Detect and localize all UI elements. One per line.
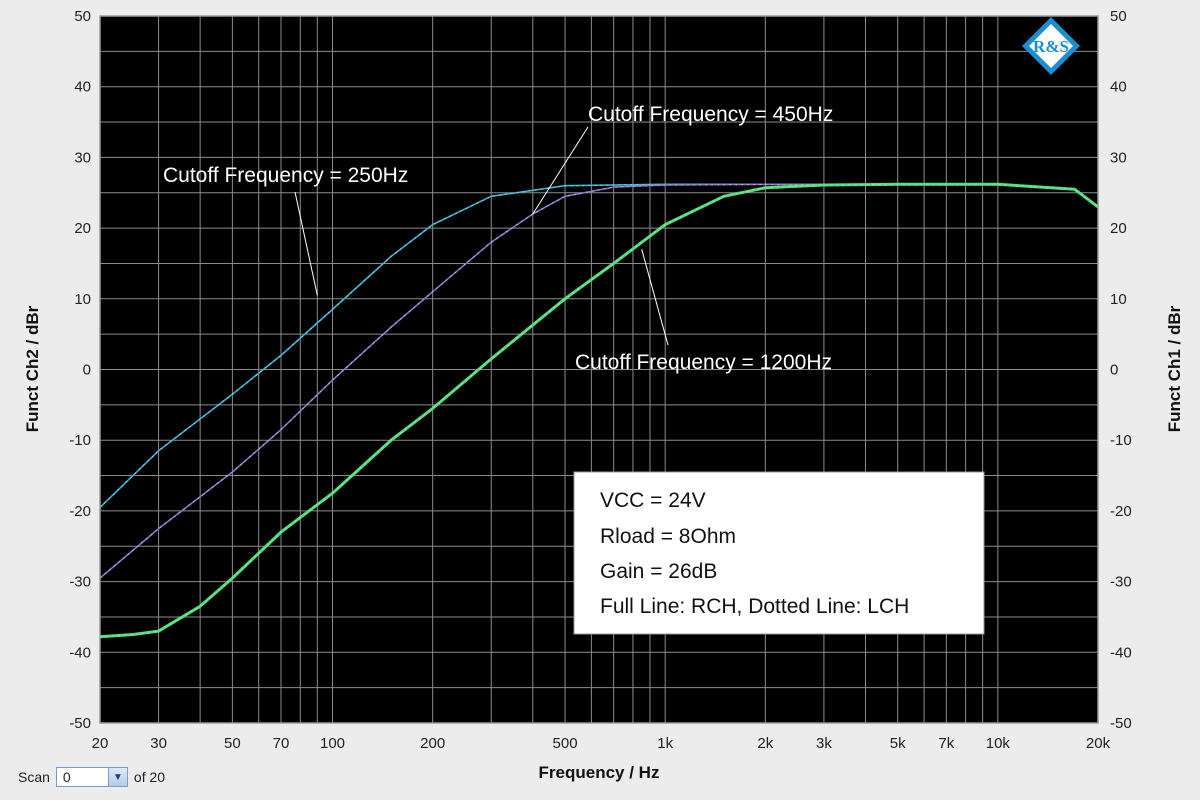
y-tick-label-left: 40 (74, 79, 91, 96)
annotation-leader-line (294, 191, 318, 296)
y-tick-label-left: 50 (74, 8, 91, 25)
x-axis-title: Frequency / Hz (539, 763, 660, 782)
y-tick-label-right: 20 (1110, 220, 1127, 237)
y-axis-title-right: Funct Ch1 / dBr (1165, 305, 1184, 432)
legend-line-4: Full Line: RCH, Dotted Line: LCH (600, 595, 909, 618)
x-tick-label: 20k (1086, 735, 1111, 752)
x-tick-label: 20 (92, 735, 109, 752)
info-legend-box: VCC = 24V Rload = 8Ohm Gain = 26dB Full … (573, 471, 985, 635)
y-tick-label-left: 10 (74, 291, 91, 308)
x-tick-label: 2k (757, 735, 773, 752)
y-tick-label-left: -10 (69, 432, 91, 449)
y-tick-label-left: -40 (69, 644, 91, 661)
y-tick-label-left: 20 (74, 220, 91, 237)
y-tick-label-right: 0 (1110, 362, 1118, 379)
series-line-lch (99, 183, 1099, 638)
rohde-schwarz-logo: R&S (1022, 17, 1080, 75)
cutoff-annotation-label: Cutoff Frequency = 450Hz (588, 103, 833, 126)
y-tick-label-right: 10 (1110, 291, 1127, 308)
scan-label: Scan (18, 769, 50, 785)
y-tick-label-left: 30 (74, 149, 91, 166)
cutoff-annotation-label: Cutoff Frequency = 1200Hz (575, 351, 832, 374)
x-tick-label: 30 (150, 735, 167, 752)
y-tick-label-right: -10 (1110, 432, 1132, 449)
x-tick-label: 70 (273, 735, 290, 752)
legend-line-3: Gain = 26dB (600, 560, 717, 583)
legend-line-1: VCC = 24V (600, 489, 706, 512)
y-tick-label-right: -20 (1110, 503, 1132, 520)
y-tick-label-right: 30 (1110, 149, 1127, 166)
y-tick-label-right: -50 (1110, 715, 1132, 732)
svg-text:R&S: R&S (1033, 37, 1069, 56)
scan-select[interactable]: 0 ▼ (55, 767, 128, 787)
annotation-leader-line (532, 126, 589, 215)
x-tick-label: 3k (816, 735, 832, 752)
x-tick-label: 1k (657, 735, 673, 752)
x-tick-label: 200 (420, 735, 445, 752)
annotations: Cutoff Frequency = 250Hz Cutoff Frequency… (163, 103, 833, 374)
y-tick-label-left: -30 (69, 574, 91, 591)
series-lines (99, 182, 1099, 639)
scan-of-text: of 20 (133, 769, 166, 785)
y-axis-title-left: Funct Ch2 / dBr (23, 305, 42, 432)
cutoff-annotation-label: Cutoff Frequency = 250Hz (163, 164, 408, 187)
annotation-leader-line (641, 249, 669, 346)
x-tick-label: 50 (224, 735, 241, 752)
x-tick-label: 500 (553, 735, 578, 752)
y-tick-label-left: 0 (83, 362, 91, 379)
y-tick-label-right: -30 (1110, 574, 1132, 591)
x-tick-label: 100 (320, 735, 345, 752)
chevron-down-icon[interactable]: ▼ (107, 768, 127, 786)
legend-line-2: Rload = 8Ohm (600, 525, 736, 548)
y-tick-label-right: 40 (1110, 79, 1127, 96)
plot-frame (99, 15, 1099, 724)
y-tick-label-right: 50 (1110, 8, 1127, 25)
x-tick-label: 10k (986, 735, 1011, 752)
scan-control: Scan 0 ▼ of 20 (18, 766, 165, 788)
y-tick-label-left: -50 (69, 715, 91, 732)
x-tick-label: 7k (938, 735, 954, 752)
scan-value: 0 (62, 769, 71, 785)
y-tick-label-left: -20 (69, 503, 91, 520)
x-tick-label: 5k (890, 735, 906, 752)
y-tick-label-right: -40 (1110, 644, 1132, 661)
